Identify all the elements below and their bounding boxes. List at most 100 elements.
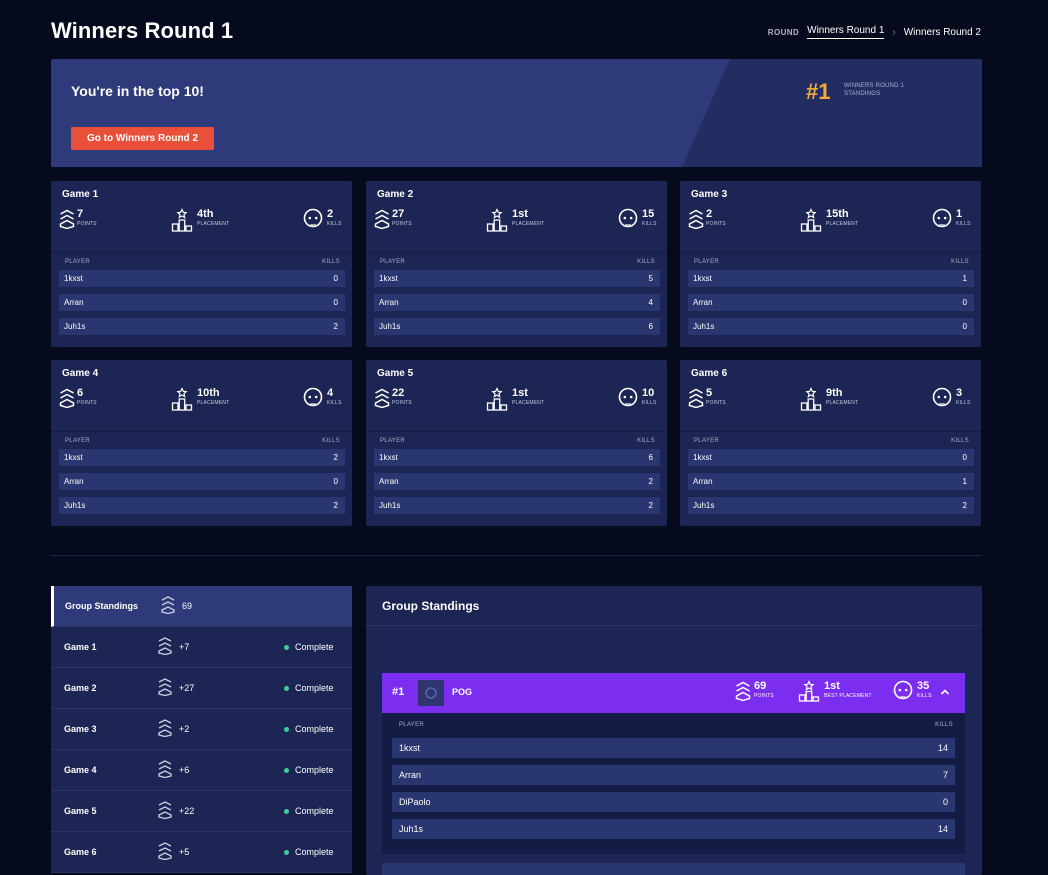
sidebar-item-game[interactable]: Game 1 +7 Complete	[51, 627, 352, 668]
podium-icon	[800, 387, 822, 411]
sidebar-item-game[interactable]: Game 4 +6 Complete	[51, 750, 352, 791]
player-name: Juh1s	[64, 322, 86, 331]
player-table: PLAYER KILLS 1kxst 5 Arran 4 Juh1s 6	[374, 254, 660, 342]
sidebar-item-label: Group Standings	[65, 601, 138, 611]
podium-icon	[171, 387, 193, 411]
team-best-placement-stat: 1st BEST PLACEMENT	[798, 680, 872, 702]
kills-stat: 3 KILLS	[931, 387, 971, 409]
chevron-up-icon[interactable]	[940, 688, 950, 696]
group-standings-panel: Group Standings #1 POG 69 POINTS 1st BEST …	[366, 586, 982, 875]
player-row: Juh1s 2	[688, 497, 974, 514]
status-dot-icon	[284, 726, 289, 732]
player-kills: 0	[333, 274, 338, 283]
points-stat: 27 POINTS	[374, 208, 412, 230]
player-name: Juh1s	[399, 824, 424, 834]
sidebar-item-points: 69	[182, 601, 193, 611]
player-row: Arran 0	[59, 294, 345, 311]
status-badge: Complete	[284, 765, 334, 775]
player-row: Juh1s 6	[374, 318, 660, 335]
team-name: POG	[452, 687, 473, 697]
player-name: 1kxst	[399, 743, 421, 753]
team-kills-stat: 35 KILLS	[892, 680, 932, 702]
top-ten-banner: You're in the top 10! Go to Winners Roun…	[51, 59, 982, 167]
chevron-badge-icon	[158, 678, 172, 698]
player-kills: 14	[937, 824, 948, 834]
chevron-badge-icon	[688, 387, 704, 409]
player-row: 1kxst 1	[688, 270, 974, 287]
status-badge: Complete	[284, 847, 334, 857]
game-title: Game 5	[377, 368, 414, 379]
sidebar-item-group-standings[interactable]: Group Standings 69	[51, 586, 352, 627]
player-name: 1kxst	[64, 453, 83, 462]
player-kills: 6	[648, 453, 653, 462]
game-title: Game 1	[62, 189, 99, 200]
points-stat: 22 POINTS	[374, 387, 412, 409]
team-row-header[interactable]	[382, 863, 965, 875]
player-name: Arran	[64, 298, 84, 307]
player-kills: 2	[333, 501, 338, 510]
sidebar-item-label: Game 1	[64, 642, 97, 652]
table-header: PLAYER KILLS	[380, 438, 655, 444]
player-kills: 1	[962, 477, 967, 486]
podium-icon	[800, 208, 822, 232]
player-kills: 0	[333, 477, 338, 486]
player-name: Arran	[693, 298, 713, 307]
sidebar-item-game[interactable]: Game 3 +2 Complete	[51, 709, 352, 750]
kills-stat: 10 KILLS	[617, 387, 657, 409]
player-name: Juh1s	[64, 501, 86, 510]
table-header: PLAYER KILLS	[694, 438, 969, 444]
card-divider	[680, 431, 981, 432]
game-card: Game 6 5 POINTS 9th PLACEMENT 3 KILLS PLAYE…	[680, 360, 981, 526]
chevron-badge-icon	[161, 596, 175, 616]
player-name: Arran	[693, 477, 713, 486]
card-divider	[366, 431, 667, 432]
chevron-badge-icon	[158, 760, 172, 780]
placement-stat: 15th PLACEMENT	[800, 208, 858, 232]
player-name: DiPaolo	[399, 797, 431, 807]
player-kills: 2	[648, 501, 653, 510]
player-table: PLAYER KILLS 1kxst 0 Arran 0 Juh1s 2	[59, 254, 345, 342]
go-next-round-button[interactable]: Go to Winners Round 2	[71, 127, 214, 150]
chevron-badge-icon	[158, 637, 172, 657]
player-name: Juh1s	[693, 322, 715, 331]
chevron-badge-icon	[59, 208, 75, 230]
podium-icon	[171, 208, 193, 232]
player-row: Juh1s 2	[59, 318, 345, 335]
player-table: PLAYER KILLS 1kxst 2 Arran 0 Juh1s 2	[59, 433, 345, 521]
status-dot-icon	[284, 644, 289, 650]
chevron-badge-icon	[374, 208, 390, 230]
sidebar-item-label: Game 2	[64, 683, 97, 693]
banner-message: You're in the top 10!	[71, 83, 204, 99]
sidebar-item-game[interactable]: Game 6 +5 Complete	[51, 832, 352, 873]
round-link-current[interactable]: Winners Round 1	[807, 25, 885, 39]
player-kills: 0	[962, 298, 967, 307]
chevron-badge-icon	[735, 681, 751, 702]
team-row-header[interactable]: #1 POG 69 POINTS 1st BEST PLACEMENT 35 KILL…	[382, 673, 965, 713]
skull-icon	[931, 387, 953, 409]
round-link-next[interactable]: Winners Round 2	[903, 26, 981, 38]
team-points-stat: 69 POINTS	[735, 680, 774, 702]
team-roster: PLAYER KILLS 1kxst 14 Arran 7 DiPaolo 0 Juh1s 14	[382, 713, 965, 854]
player-row: Arran 4	[374, 294, 660, 311]
status-badge: Complete	[284, 806, 334, 816]
player-table: PLAYER KILLS 1kxst 6 Arran 2 Juh1s 2	[374, 433, 660, 521]
podium-icon	[486, 387, 508, 411]
player-name: 1kxst	[693, 274, 712, 283]
player-kills: 7	[942, 770, 948, 780]
sidebar-item-points: +27	[179, 683, 195, 693]
sidebar-item-game[interactable]: Game 5 +22 Complete	[51, 791, 352, 832]
sidebar-item-label: Game 6	[64, 847, 97, 857]
kills-stat: 4 KILLS	[302, 387, 342, 409]
player-name: 1kxst	[64, 274, 83, 283]
player-row: Arran 0	[59, 473, 345, 490]
player-kills: 2	[333, 453, 338, 462]
sidebar-item-points: +22	[179, 806, 195, 816]
game-title: Game 6	[691, 368, 728, 379]
points-stat: 7 POINTS	[59, 208, 97, 230]
sidebar-item-points: +6	[179, 765, 190, 775]
player-row: Juh1s 0	[688, 318, 974, 335]
points-stat: 5 POINTS	[688, 387, 726, 409]
round-breadcrumb: ROUND Winners Round 1 › Winners Round 2	[768, 25, 981, 39]
table-header: PLAYER KILLS	[694, 259, 969, 265]
sidebar-item-game[interactable]: Game 2 +27 Complete	[51, 668, 352, 709]
